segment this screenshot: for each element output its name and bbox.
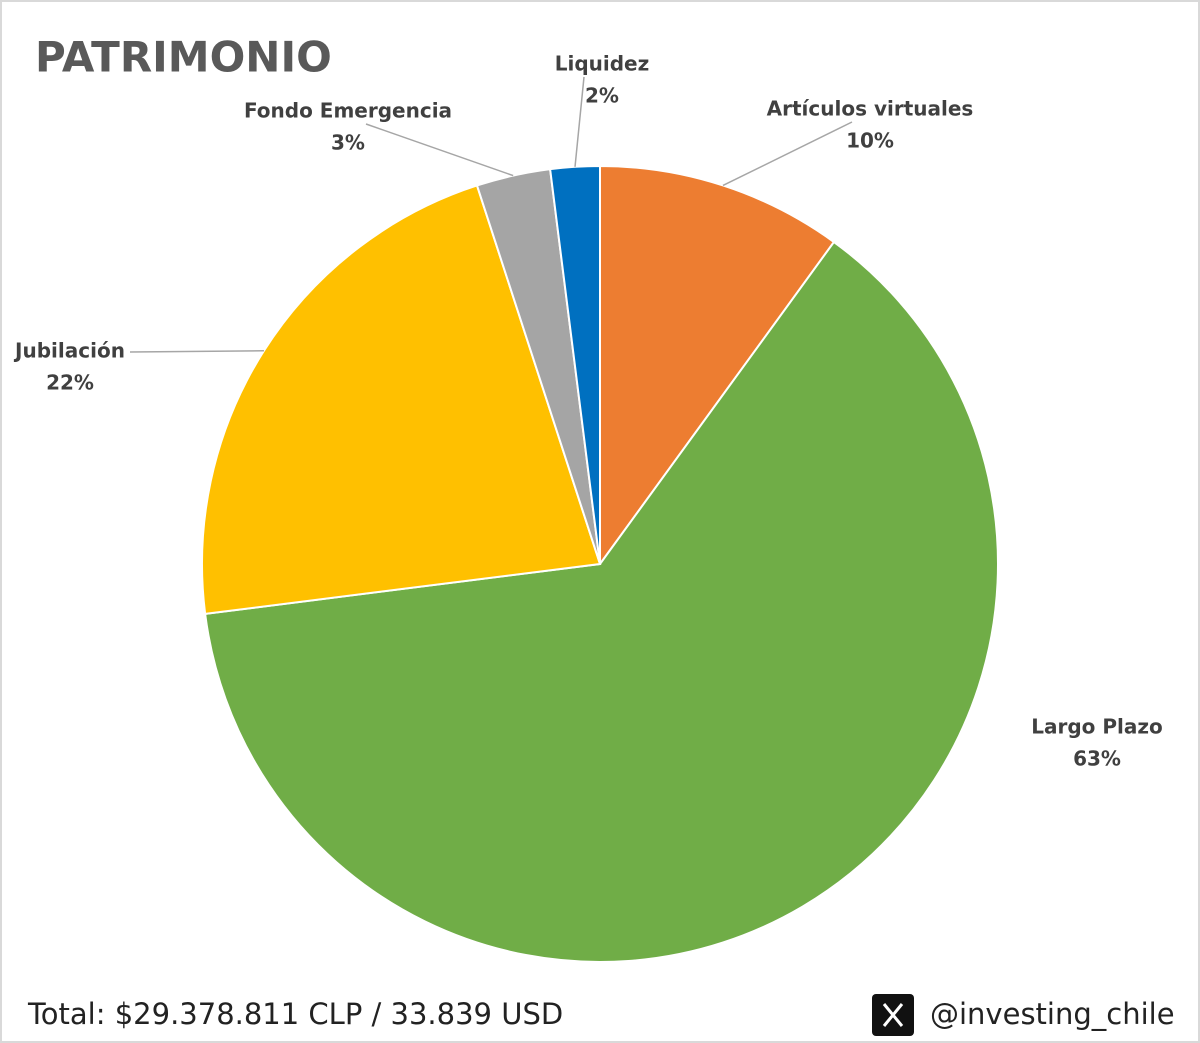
pie-slice [204,240,999,963]
slice-label: Liquidez [555,52,650,76]
slice-value-label: 22% [46,371,94,395]
slice-value-label: 63% [1073,747,1121,771]
footer-total: Total: $29.378.811 CLP / 33.839 USD [27,997,563,1031]
slice-label: Largo Plazo [1031,715,1163,739]
x-logo-mark [882,1003,904,1027]
footer-handle: @investing_chile [930,997,1175,1031]
slice-label: Artículos virtuales [767,97,974,121]
leader-line [574,76,585,167]
leader-line [722,121,853,187]
slice-value-label: 10% [846,129,894,153]
slice-value-label: 3% [331,131,365,155]
leader-line [365,123,514,177]
slice-value-label: 2% [585,84,619,108]
leader-line [129,349,264,353]
slice-label: Jubilación [13,339,125,363]
chart-title: PATRIMONIO [35,33,332,82]
slice-label: Fondo Emergencia [244,99,452,123]
